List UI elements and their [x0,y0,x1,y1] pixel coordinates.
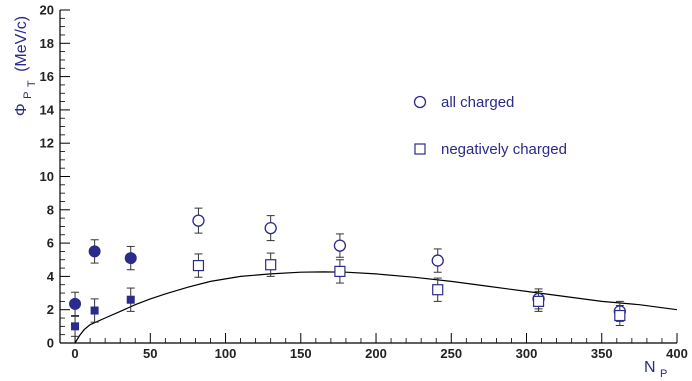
y-tick-label: 10 [40,169,54,184]
legend-label: negatively charged [441,141,567,158]
series-3 [71,287,135,337]
y-axis-title-unit: (MeV/c) [13,16,30,72]
x-tick-label: 400 [666,346,688,361]
series-1 [192,252,626,327]
x-tick-label: 200 [365,346,387,361]
legend-label: all charged [441,94,514,111]
data-point [333,239,347,252]
x-tick-label: 100 [215,346,237,361]
y-axis-title-prefix: Φ [13,103,30,116]
series-2 [69,239,137,317]
x-tick-label: 0 [71,346,78,361]
legend-marker [414,143,426,155]
fit-curve-layer [74,271,678,344]
y-tick-label: 14 [40,102,55,117]
data-point [532,295,545,307]
y-tick-label: 18 [40,36,54,51]
x-axis-title-sub: P [660,368,667,380]
x-tick-label: 250 [440,346,462,361]
legend: all charged negatively charged [413,94,567,158]
y-tick-label: 20 [40,3,54,18]
data-marks [69,207,626,337]
x-axis-title-main: N [644,359,656,376]
y-tick-label: 6 [47,236,54,251]
y-tick-label: 0 [47,336,54,351]
y-tick-label: 16 [40,69,54,84]
data-point [90,306,99,315]
y-tick-label: 4 [47,269,55,284]
data-point [614,309,626,322]
legend-marker [413,95,427,109]
data-point [431,254,444,267]
x-axis-ticks: 0 50 100 150 200 250 300 350 400 [59,333,688,361]
data-point [264,221,277,235]
data-point [265,259,277,271]
y-tick-label: 2 [47,302,54,317]
y-tick-label: 8 [47,202,54,217]
data-point [126,295,135,304]
data-point [69,297,82,310]
x-tick-label: 300 [516,346,538,361]
data-point [88,245,101,258]
x-tick-label: 50 [143,346,157,361]
data-point [124,252,137,265]
y-axis-title-sub2: T [26,80,38,87]
svg-text:Φ P T (MeV/c: Φ P T (MeV/c) [13,16,39,116]
data-point [192,214,205,227]
y-axis-title: Φ P T (MeV/c) [13,16,39,116]
data-point [432,284,444,296]
fit-curve [74,271,678,344]
plot-frame [59,10,677,344]
y-axis-ticks: 0 2 4 6 8 10 12 14 16 18 20 [40,3,70,351]
data-point [334,265,346,278]
data-point [192,259,205,272]
x-tick-label: 350 [591,346,613,361]
x-axis-title: N P [644,359,667,380]
svg-text:N P: N P [644,359,667,380]
x-tick-label: 150 [290,346,312,361]
series-0 [192,207,626,322]
y-tick-label: 12 [40,136,54,151]
y-axis-title-sub1: P [22,92,34,99]
data-point [71,322,80,331]
